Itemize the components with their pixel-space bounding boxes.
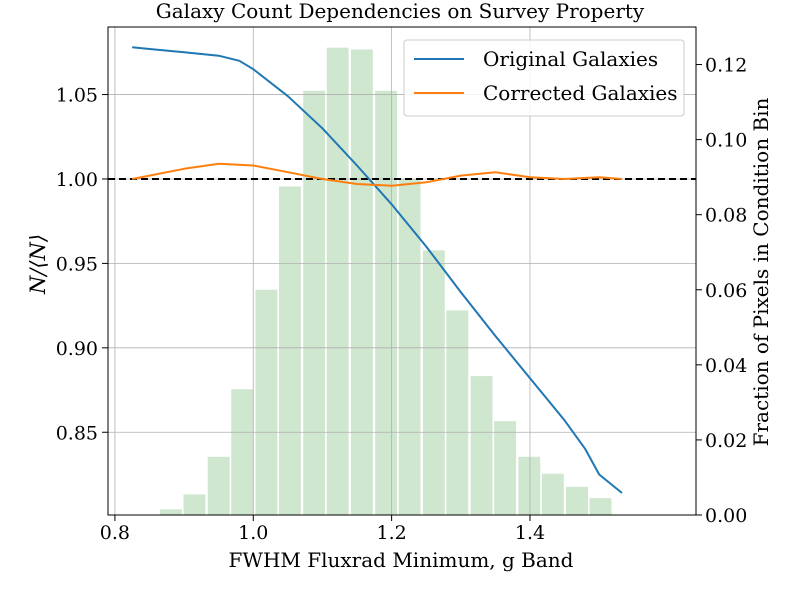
x-tick-label: 1.4 (515, 522, 545, 544)
x-tick-label: 1.0 (238, 522, 268, 544)
series-line-1 (132, 162, 623, 187)
y-left-tick-label: 1.00 (56, 169, 98, 191)
histogram-bar (183, 494, 206, 515)
x-tick-label: 0.8 (100, 522, 130, 544)
histogram-bar (494, 421, 517, 515)
histogram-bar (279, 186, 301, 516)
y-right-tick-label: 0.02 (705, 430, 747, 452)
histogram-bar (207, 456, 230, 515)
y-right-tick-label: 0.12 (705, 55, 747, 77)
histogram-bar (518, 456, 541, 515)
histogram-bar (446, 310, 469, 515)
histogram-bar (326, 47, 349, 516)
legend-label-corrected: Corrected Galaxies (483, 81, 678, 105)
x-axis-ticks: 0.8 1.0 1.2 1.4 (100, 515, 545, 544)
legend-box (403, 39, 685, 117)
y-right-axis-label: Fraction of Pixels in Condition Bin (749, 97, 773, 446)
y-left-axis-ticks: 0.85 0.90 0.95 1.00 1.05 (56, 85, 108, 444)
x-tick-label: 1.2 (377, 522, 407, 544)
y-left-tick-label: 1.05 (56, 85, 98, 107)
histogram-bar (398, 179, 421, 515)
y-right-axis-ticks: 0.00 0.02 0.04 0.06 0.08 0.10 0.12 (696, 55, 747, 527)
y-right-tick-label: 0.00 (705, 505, 747, 527)
y-left-tick-label: 0.90 (56, 338, 98, 360)
y-left-axis-label: N/⟨N⟩ (26, 234, 50, 295)
histogram-bar (231, 389, 254, 515)
y-right-tick-label: 0.10 (705, 130, 747, 152)
histogram-bar (160, 509, 182, 515)
plot-frame (107, 26, 697, 516)
histogram-bar (255, 289, 278, 515)
chart-title: Galaxy Count Dependencies on Survey Prop… (156, 0, 645, 23)
histogram-bars (160, 47, 612, 516)
y-right-tick-label: 0.04 (705, 355, 747, 377)
histogram-bar (566, 486, 588, 515)
y-right-tick-label: 0.08 (705, 205, 747, 227)
histogram-bar (303, 90, 326, 516)
histogram-bar (541, 473, 564, 515)
histogram-bar (422, 250, 445, 515)
histogram-bar (589, 498, 612, 515)
y-left-tick-label: 0.95 (56, 253, 98, 275)
y-left-tick-label: 0.85 (56, 422, 98, 444)
histogram-bar (375, 90, 398, 516)
x-axis-label: FWHM Fluxrad Minimum, g Band (229, 548, 574, 572)
histogram-bar (470, 376, 493, 515)
legend-label-original: Original Galaxies (483, 47, 658, 71)
legend: Original Galaxies Corrected Galaxies (403, 39, 685, 117)
histogram-bar (350, 49, 373, 516)
y-right-tick-label: 0.06 (705, 280, 747, 302)
series-lines (132, 46, 623, 494)
